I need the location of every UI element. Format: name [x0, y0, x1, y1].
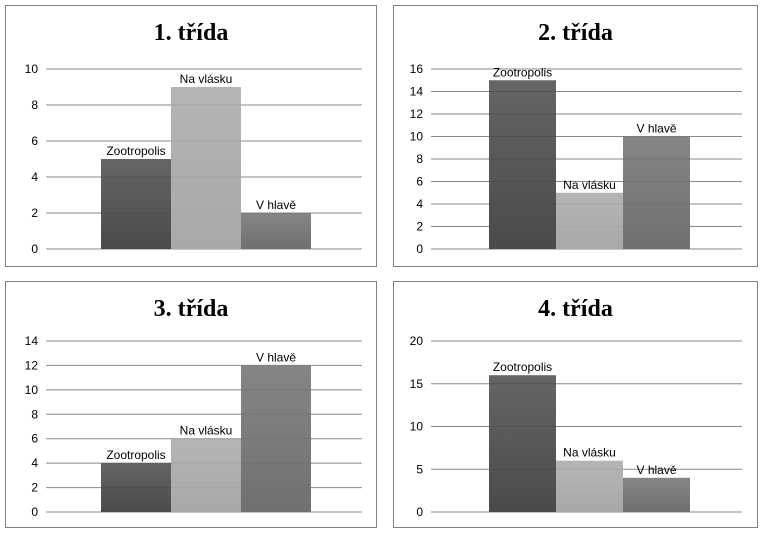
bar	[489, 375, 556, 512]
bar-chart: 0 5 10 15 20 Zootropolis Na vlásku V hlavě	[410, 334, 742, 519]
bar-label: V hlavě	[256, 198, 296, 212]
y-tick-label: 0	[31, 505, 38, 519]
y-tick-label: 6	[31, 432, 38, 446]
y-tick-label: 0	[416, 242, 423, 256]
y-tick-label: 2	[31, 206, 38, 220]
bar	[556, 192, 623, 249]
bar-label: Na vlásku	[563, 446, 616, 460]
bar-label: V hlavě	[636, 463, 676, 477]
y-tick-label: 6	[416, 175, 423, 189]
bar-label: Zootropolis	[493, 360, 552, 374]
bar	[101, 159, 171, 249]
y-tick-label: 0	[31, 242, 38, 256]
y-tick-label: 2	[416, 220, 423, 234]
y-tick-label: 15	[410, 377, 424, 391]
bar-label: V hlavě	[636, 122, 676, 136]
y-tick-label: 4	[416, 197, 423, 211]
bar	[623, 477, 690, 512]
bar-label: Zootropolis	[106, 144, 165, 158]
bar-label: Zootropolis	[493, 65, 552, 79]
bar-chart: 0 2 4 6 8 10 Zootropolis Na vlásku V hlavě	[25, 62, 362, 256]
bar	[171, 438, 241, 512]
y-tick-label: 10	[410, 130, 424, 144]
chart-title: 1. třída	[153, 20, 229, 46]
bar-label: Na vlásku	[180, 424, 233, 438]
chart-panel-1: 1. třída 0 2 4 6 8 10 Zootropolis Na vlásku V hl…	[5, 5, 377, 267]
bar-label: Zootropolis	[106, 448, 165, 462]
bar	[171, 87, 241, 249]
y-tick-label: 10	[25, 383, 39, 397]
bar	[101, 463, 171, 512]
bar-label: Na vlásku	[180, 72, 233, 86]
y-tick-label: 8	[416, 152, 423, 166]
bar	[556, 460, 623, 512]
y-tick-label: 2	[31, 481, 38, 495]
y-tick-label: 14	[25, 334, 39, 348]
y-tick-label: 16	[410, 62, 424, 76]
y-tick-label: 12	[25, 358, 39, 372]
y-tick-label: 8	[31, 98, 38, 112]
y-tick-label: 14	[410, 85, 424, 99]
y-tick-label: 5	[416, 462, 423, 476]
chart-panel-2: 2. třída 0 2 4 6 8 10 12 14 16 Zootropolis Na vlás…	[393, 5, 758, 267]
y-tick-label: 0	[416, 505, 423, 519]
chart-title: 2. třída	[538, 20, 613, 46]
y-tick-label: 6	[31, 134, 38, 148]
bar-label: Na vlásku	[563, 178, 616, 192]
bar-chart: 0 2 4 6 8 10 12 14 Zootropolis Na vlásku V hlavě	[25, 334, 362, 519]
bar	[241, 213, 311, 249]
y-tick-label: 8	[31, 407, 38, 421]
bar-chart: 0 2 4 6 8 10 12 14 16 Zootropolis Na vlásku V hlavě	[410, 62, 742, 256]
chart-panel-3: 3. třída 0 2 4 6 8 10 12 14 Zootropolis Na vlásku…	[5, 281, 377, 528]
chart-title: 3. třída	[153, 296, 229, 322]
bar	[489, 80, 556, 249]
y-tick-label: 12	[410, 107, 424, 121]
y-tick-label: 4	[31, 170, 38, 184]
bar	[241, 365, 311, 512]
chart-title: 4. třída	[538, 296, 613, 322]
chart-panel-4: 4. třída 0 5 10 15 20 Zootropolis Na vlásku V h…	[393, 281, 758, 528]
bar	[623, 136, 690, 249]
y-tick-label: 20	[410, 334, 424, 348]
y-tick-label: 10	[25, 62, 39, 76]
y-tick-label: 10	[410, 420, 424, 434]
y-tick-label: 4	[31, 456, 38, 470]
bar-label: V hlavě	[256, 350, 296, 364]
